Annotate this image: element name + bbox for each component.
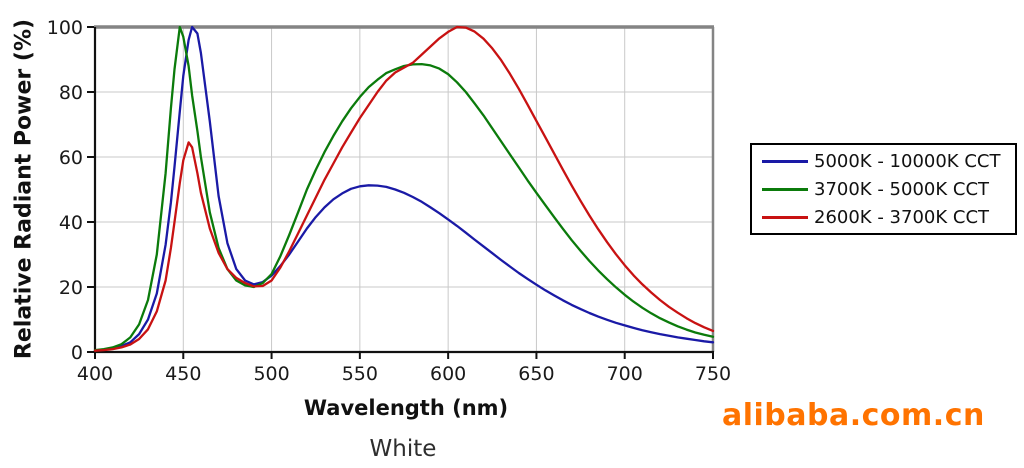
legend-label: 3700K - 5000K CCT (814, 178, 990, 200)
x-tick-label: 550 (342, 363, 378, 385)
x-tick-label: 500 (253, 363, 289, 385)
y-tick-label: 0 (71, 342, 83, 364)
legend-line-swatch (762, 187, 808, 191)
legend-line-swatch (762, 159, 808, 163)
x-axis-title: Wavelength (nm) (303, 396, 509, 420)
legend-item: 5000K - 10000K CCT (762, 151, 1015, 172)
y-tick-label: 20 (59, 277, 83, 299)
watermark: alibaba.com.cn (722, 398, 985, 433)
legend-item: 2600K - 3700K CCT (762, 207, 1015, 228)
series-line-1 (93, 25, 715, 352)
y-tick-label: 60 (59, 147, 83, 169)
x-tick-label: 650 (518, 363, 554, 385)
series-line-0 (93, 25, 715, 352)
x-tick-label: 600 (430, 363, 466, 385)
y-tick-label: 40 (59, 212, 83, 234)
legend-label: 5000K - 10000K CCT (814, 150, 1001, 172)
x-tick-label: 750 (695, 363, 731, 385)
legend-label: 2600K - 3700K CCT (814, 206, 990, 228)
legend-line-swatch (762, 215, 808, 219)
legend-item: 3700K - 5000K CCT (762, 179, 1015, 200)
series-line-2 (93, 25, 715, 352)
x-tick-label: 700 (607, 363, 643, 385)
x-tick-label: 450 (165, 363, 201, 385)
y-tick-label: 100 (47, 17, 83, 39)
chart-caption: White (369, 436, 437, 462)
legend: 5000K - 10000K CCT 3700K - 5000K CCT 2600K… (750, 143, 1017, 235)
y-tick-label: 80 (59, 82, 83, 104)
x-tick-label: 400 (77, 363, 113, 385)
plot-area: 400 450 500 550 600 650 700 750 0 20 40 60 80 100 (47, 17, 731, 385)
